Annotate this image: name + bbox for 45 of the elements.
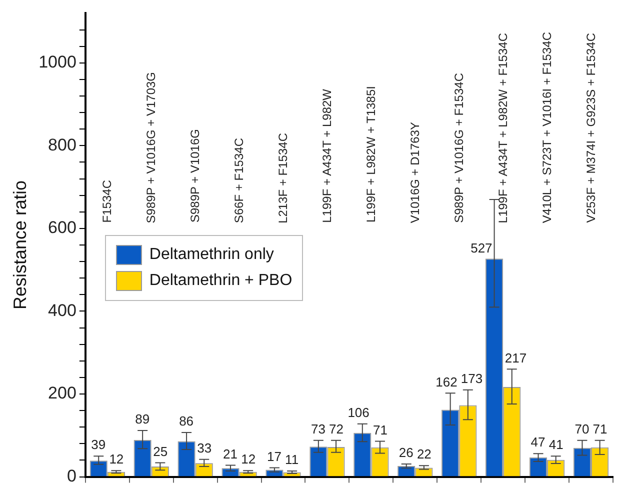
x-tick-label: L199F + L982W + T1385I bbox=[364, 86, 378, 223]
x-tick-label: V1016G + D1763Y bbox=[408, 122, 422, 224]
data-label: 71 bbox=[372, 422, 388, 438]
data-label: 12 bbox=[241, 452, 256, 467]
data-label: 41 bbox=[548, 437, 564, 452]
y-tick-label: 0 bbox=[66, 466, 76, 486]
x-tick-label: V253F + M374I + G923S + F1534C bbox=[584, 33, 598, 223]
x-tick-label: V410L + S723T + V1016I + F1534C bbox=[540, 32, 554, 224]
x-tick-label: S989P + V1016G + F1534C bbox=[452, 73, 466, 224]
x-tick-label: F1534C bbox=[100, 180, 114, 223]
data-label: 21 bbox=[223, 446, 238, 462]
data-label: 162 bbox=[436, 374, 458, 390]
data-label: 86 bbox=[179, 414, 194, 429]
data-label: 217 bbox=[504, 350, 527, 366]
x-tick-label: S989P + V1016G bbox=[188, 129, 202, 223]
data-label: 17 bbox=[267, 448, 282, 464]
data-label: 22 bbox=[416, 446, 432, 462]
data-label: 73 bbox=[310, 421, 326, 436]
data-label: 12 bbox=[109, 452, 124, 467]
y-tick-label: 400 bbox=[48, 300, 76, 320]
data-label: 173 bbox=[460, 370, 483, 386]
x-tick-label: L199F + A434T + L982W bbox=[320, 89, 334, 224]
data-label: 26 bbox=[398, 445, 414, 460]
data-label: 47 bbox=[530, 434, 546, 450]
data-label: 39 bbox=[91, 437, 106, 452]
y-tick-label: 1000 bbox=[38, 52, 76, 72]
y-tick-label: 600 bbox=[48, 218, 76, 238]
data-label: 527 bbox=[470, 240, 492, 256]
legend-label: Deltamethrin + PBO bbox=[149, 272, 292, 290]
legend-label: Deltamethrin only bbox=[149, 246, 274, 264]
x-tick-label: S66F + F1534C bbox=[232, 138, 246, 224]
data-label: 106 bbox=[348, 404, 370, 420]
data-label: 11 bbox=[285, 452, 299, 468]
x-tick-label: L213F + F1534C bbox=[276, 133, 290, 224]
data-label: 25 bbox=[153, 444, 168, 459]
data-label: 71 bbox=[592, 421, 608, 436]
data-label: 33 bbox=[197, 440, 212, 456]
data-label: 72 bbox=[329, 421, 344, 436]
data-label: 70 bbox=[574, 421, 590, 436]
x-tick-label: S989P + V1016G + V1703G bbox=[144, 72, 158, 224]
data-label: 89 bbox=[135, 412, 150, 427]
y-tick-label: 800 bbox=[48, 135, 76, 154]
x-tick-label: L199F + A434T + L982W + F1534C bbox=[496, 33, 510, 224]
y-axis-title: Resistance ratio bbox=[10, 180, 30, 310]
y-tick-label: 200 bbox=[48, 384, 76, 403]
